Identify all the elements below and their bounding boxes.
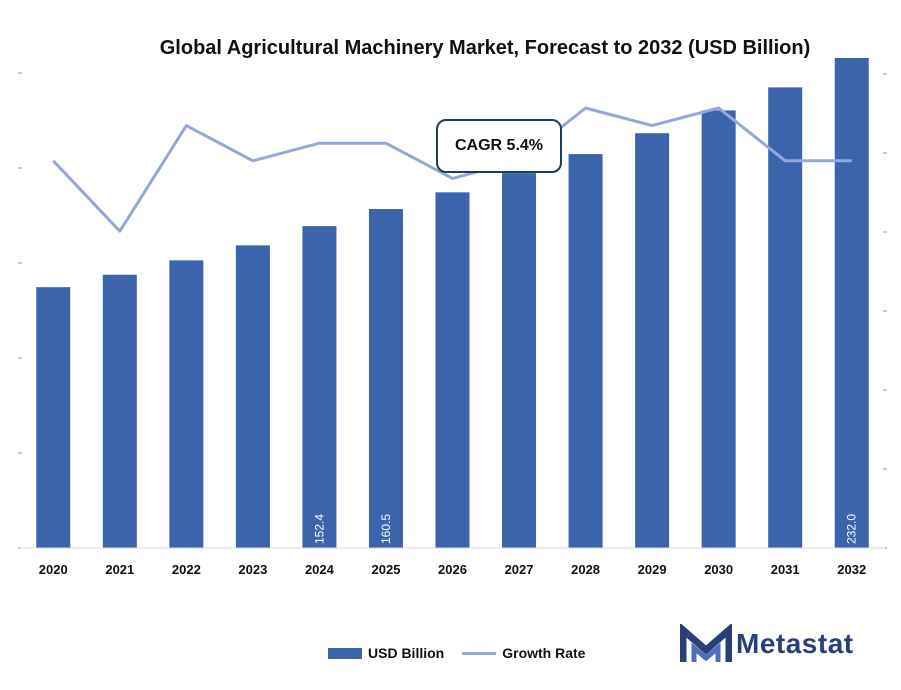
cagr-annotation: CAGR 5.4% (436, 119, 562, 173)
legend-item-line: Growth Rate (462, 645, 585, 661)
bar-2020 (36, 287, 71, 548)
bar-2029 (635, 133, 670, 549)
data-labels: 152.4 160.5 232.0 (312, 514, 858, 544)
x-tick-label: 2029 (638, 562, 667, 577)
right-axis-ticks (883, 73, 887, 549)
bar-2026 (435, 192, 470, 548)
x-tick-label: 2025 (372, 562, 401, 577)
bar-2024 (302, 226, 337, 548)
bar-2031 (768, 87, 803, 548)
bar-2022 (169, 260, 204, 548)
legend-swatch-bar (328, 647, 362, 659)
legend: USD Billion Growth Rate (328, 645, 603, 661)
bar-2030 (701, 110, 736, 548)
x-tick-label: 2032 (837, 562, 866, 577)
bar-2021 (102, 274, 137, 548)
bar-2023 (235, 245, 270, 548)
bar-2025 (368, 209, 403, 549)
legend-swatch-line (462, 651, 497, 655)
x-tick-label: 2022 (172, 562, 201, 577)
legend-item-bar: USD Billion (328, 645, 444, 661)
x-tick-label: 2026 (438, 562, 467, 577)
data-label-2025: 160.5 (379, 514, 393, 544)
x-tick-label: 2027 (505, 562, 534, 577)
x-tick-label: 2030 (704, 562, 733, 577)
brand-logo: Metastat (680, 624, 854, 664)
bar-2028 (568, 154, 603, 548)
left-axis-ticks (18, 72, 22, 549)
metastat-m-logo-icon (680, 624, 732, 662)
bar-2027 (502, 173, 537, 548)
legend-label-line: Growth Rate (502, 645, 586, 661)
legend-label-bar: USD Billion (368, 645, 445, 661)
data-label-2024: 152.4 (312, 514, 326, 544)
chart-title: Global Agricultural Machinery Market, Fo… (159, 37, 811, 59)
bar-2032 (834, 58, 869, 549)
chart-canvas: 2020 2021 2022 2023 2024 2025 2026 2027 2028 2029… (18, 58, 887, 577)
x-tick-label: 2023 (238, 562, 267, 577)
bar-series (36, 58, 869, 549)
x-tick-label: 2024 (305, 562, 335, 577)
x-tick-label: 2021 (105, 562, 134, 577)
data-label-2032: 232.0 (845, 514, 859, 544)
x-tick-label: 2031 (771, 562, 800, 577)
growth-rate-series (52, 106, 852, 233)
x-axis-tick-labels: 2020 2021 2022 2023 2024 2025 2026 2027 2028 2029… (39, 562, 866, 577)
x-tick-label: 2028 (571, 562, 600, 577)
brand-name: Metastat (736, 628, 854, 659)
x-tick-label: 2020 (39, 562, 68, 577)
